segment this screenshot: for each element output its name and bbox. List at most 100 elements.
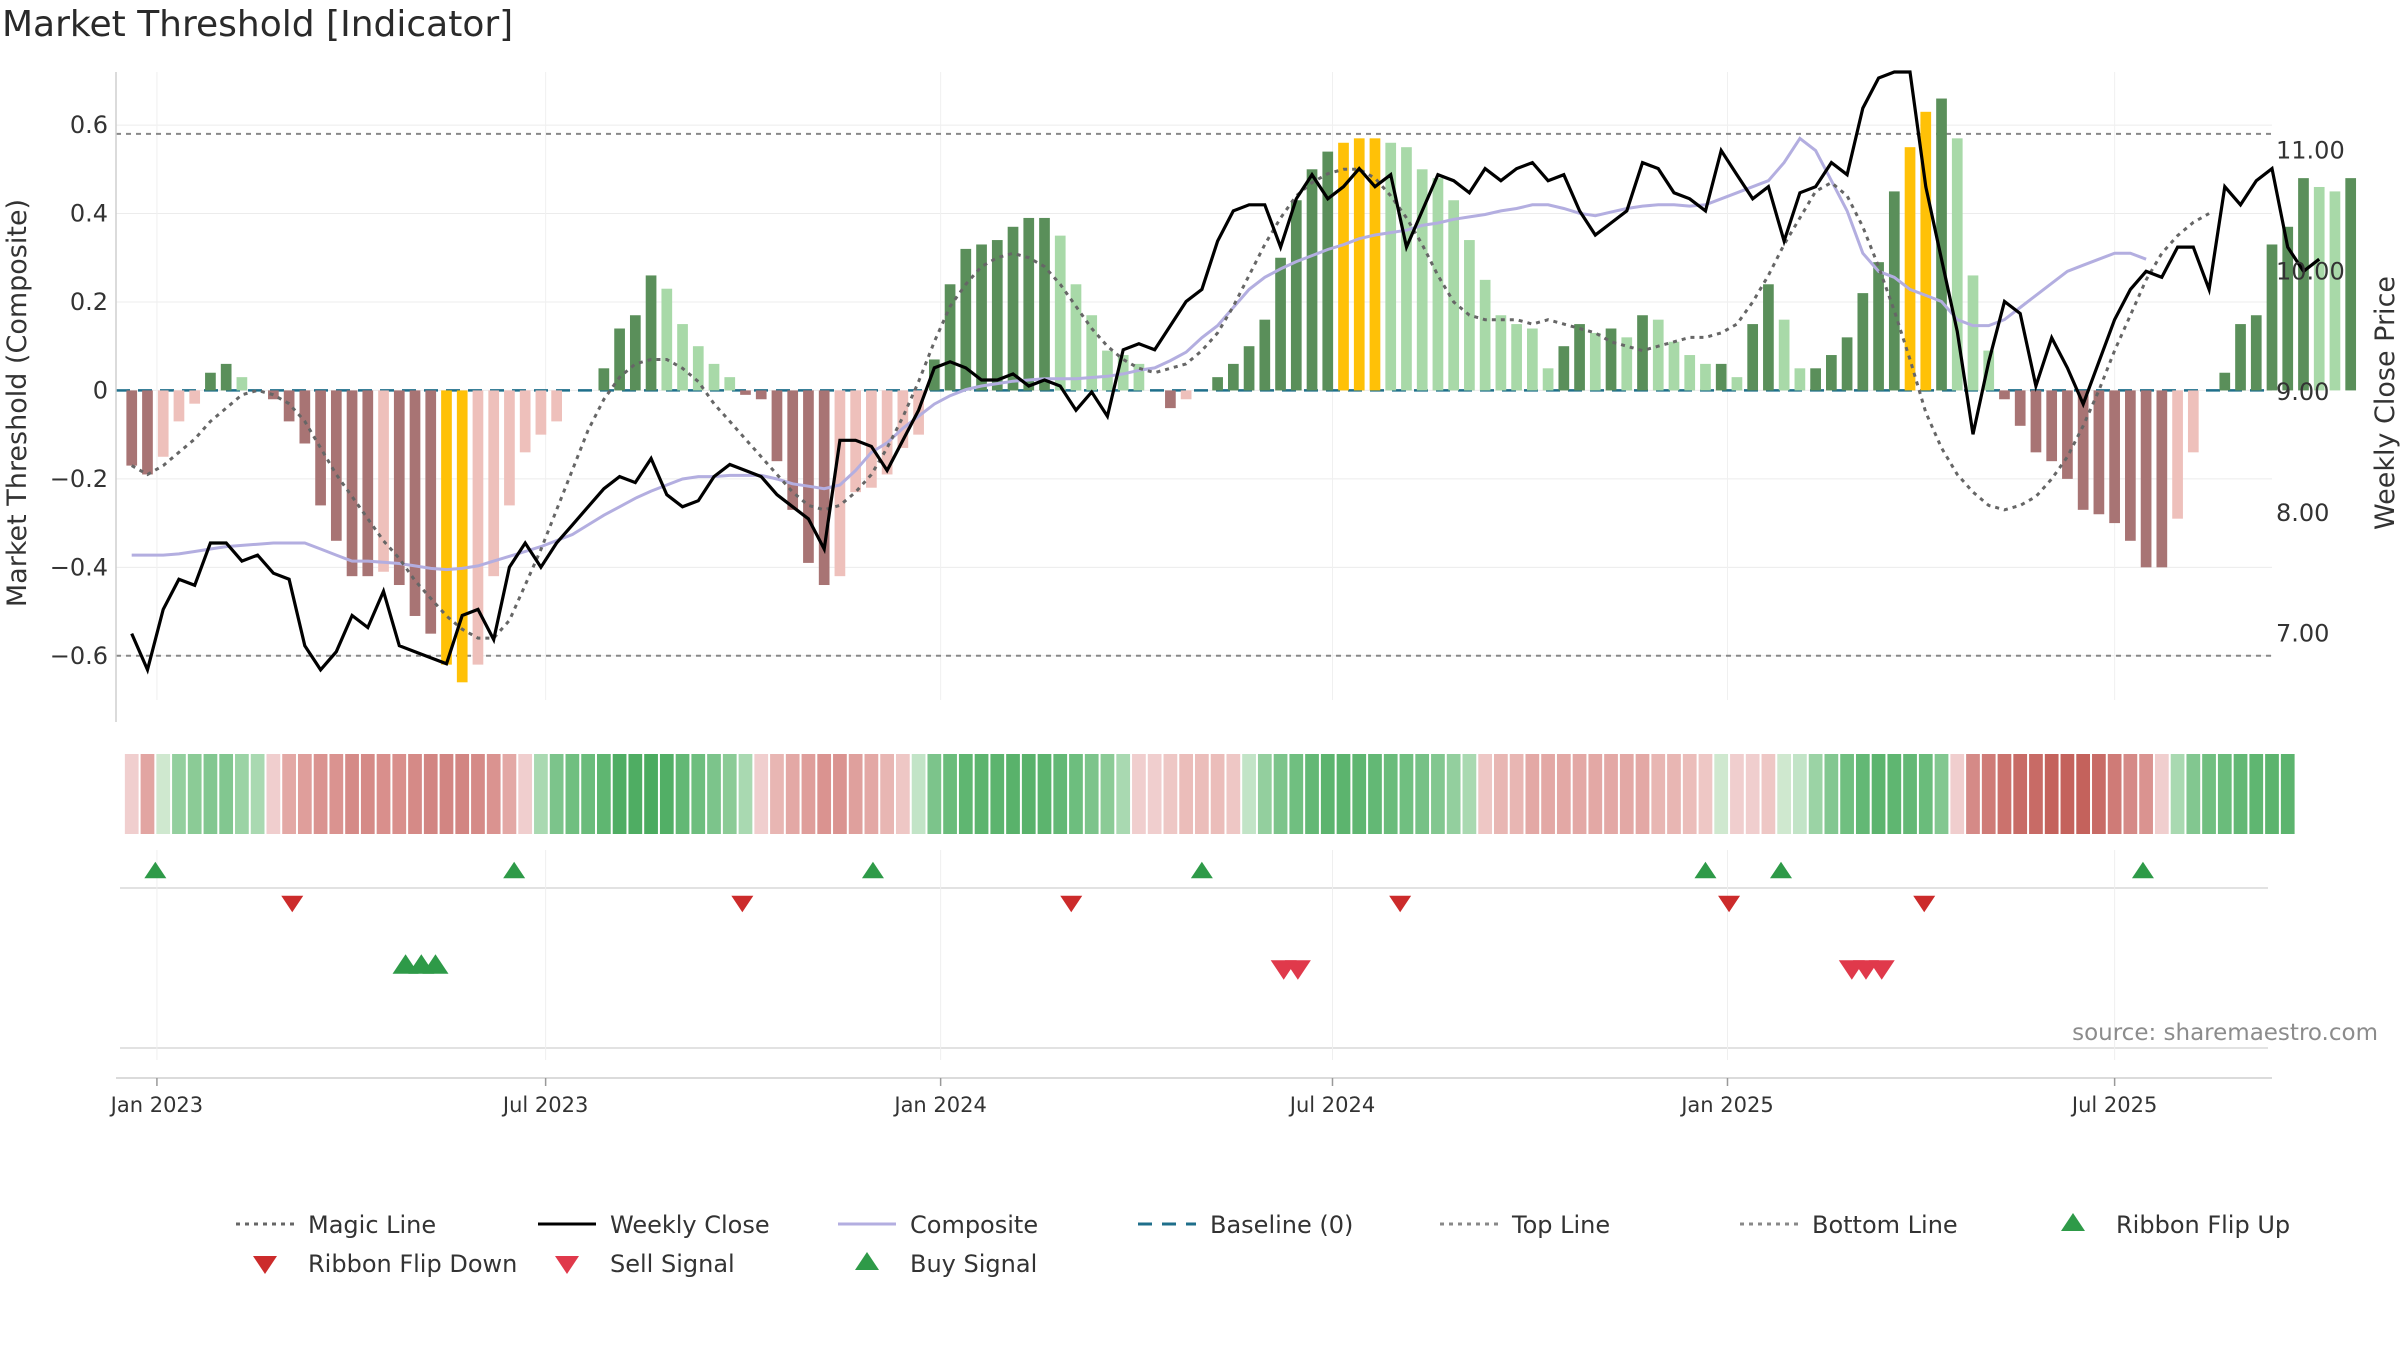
composite-bar	[1353, 138, 1365, 391]
ribbon-cell	[534, 754, 548, 834]
ribbon-flip-down-marker	[1389, 895, 1412, 913]
ribbon-cell	[927, 754, 942, 834]
x-tick-label: Jul 2023	[501, 1093, 588, 1117]
composite-bar	[1951, 138, 1963, 391]
ribbon-cell	[801, 754, 816, 834]
composite-bar	[1102, 350, 1113, 391]
composite-bar	[1401, 147, 1412, 391]
ribbon-cell	[817, 754, 832, 834]
composite-bar	[1243, 346, 1255, 391]
composite-bar	[960, 248, 972, 391]
composite-bar	[504, 390, 515, 506]
composite-bar	[708, 363, 720, 391]
ribbon-cell	[990, 754, 1005, 834]
composite-bar	[1495, 315, 1507, 391]
composite-bar	[2235, 324, 2246, 391]
ribbon-cell	[1730, 754, 1744, 834]
ribbon-cell	[502, 754, 517, 834]
composite-bar	[1275, 257, 1286, 391]
ribbon-cell	[1305, 754, 1319, 834]
composite-bar	[629, 315, 641, 391]
composite-bar	[1668, 341, 1680, 391]
ribbon-cell	[1619, 754, 1634, 834]
ribbon-cell	[266, 754, 281, 834]
ribbon-cell	[1934, 754, 1949, 834]
legend-label: Ribbon Flip Up	[2116, 1211, 2290, 1239]
ribbon-cell	[2249, 754, 2264, 834]
x-tick-label: Jul 2024	[1288, 1093, 1375, 1117]
composite-bar	[771, 390, 783, 462]
ribbon-cell	[1745, 754, 1760, 834]
composite-bar	[1605, 328, 1617, 391]
ribbon-flip-down-marker	[281, 895, 304, 913]
composite-bar	[1778, 319, 1790, 391]
composite-bar	[2077, 390, 2089, 510]
composite-bar	[488, 390, 500, 577]
ribbon-cell	[203, 754, 218, 834]
ribbon-flip-up-marker	[2131, 861, 2154, 879]
composite-bar	[2250, 315, 2262, 391]
ribbon-cell	[581, 754, 595, 834]
composite-bar	[1715, 363, 1727, 391]
y-tick-right: 10.00	[2276, 257, 2345, 285]
composite-bar	[1054, 235, 1066, 391]
ribbon-cell	[423, 754, 438, 834]
ribbon-cell	[1132, 754, 1146, 834]
legend-label: Top Line	[1511, 1211, 1610, 1239]
ribbon-cell	[1415, 754, 1430, 834]
ribbon-cell	[219, 754, 234, 834]
ribbon-cell	[1808, 754, 1823, 834]
legend-label: Magic Line	[308, 1211, 436, 1239]
y-tick-left: 0.2	[70, 288, 108, 316]
composite-bar	[1306, 169, 1318, 391]
ribbon-cell	[486, 754, 501, 834]
y-tick-left: −0.2	[50, 465, 108, 493]
weekly-close-line	[130, 70, 2321, 675]
legend-swatch	[2061, 1213, 2085, 1231]
ribbon-flip-up-marker	[503, 861, 526, 879]
composite-bar	[441, 390, 452, 665]
composite-bar	[897, 390, 909, 448]
composite-bar	[2156, 390, 2168, 568]
composite-bar	[425, 390, 437, 634]
composite-bar	[755, 390, 767, 400]
legend-label: Sell Signal	[610, 1250, 735, 1278]
composite-bar	[661, 288, 673, 391]
composite-bar	[1826, 355, 1837, 391]
ribbon-cell	[770, 754, 784, 834]
ribbon-cell	[833, 754, 847, 834]
composite-bar	[1023, 217, 1035, 391]
source-label: source: sharemaestro.com	[2072, 1020, 2378, 1046]
composite-bar	[1039, 217, 1050, 391]
legend-item: Bottom Line	[1740, 1211, 1958, 1239]
ribbon-cell	[1855, 754, 1870, 834]
composite-bar	[1936, 98, 1947, 391]
ribbon-cell	[707, 754, 721, 834]
legend-item: Weekly Close	[538, 1211, 770, 1239]
composite-bar	[1369, 138, 1381, 391]
legend-swatch	[253, 1256, 277, 1274]
ribbon-flip-up-marker	[1694, 861, 1717, 879]
legend-item: Ribbon Flip Down	[253, 1250, 517, 1278]
composite-bar	[1070, 284, 1082, 391]
ribbon-flip-up-marker	[144, 861, 167, 879]
y-tick-left: −0.4	[50, 553, 108, 581]
composite-bar	[2282, 226, 2294, 391]
ribbon-cell	[1399, 754, 1414, 834]
composite-bar	[991, 240, 1003, 391]
ribbon-cell	[1163, 754, 1178, 834]
composite-bar	[1731, 377, 1743, 391]
composite-bar	[1448, 200, 1460, 391]
ribbon-cell	[738, 754, 753, 834]
legend-label: Baseline (0)	[1210, 1211, 1353, 1239]
composite-bar	[1227, 363, 1239, 391]
ribbon-cell	[958, 754, 973, 834]
composite-bar	[1621, 337, 1633, 391]
composite-bar	[1133, 363, 1145, 391]
sell-signal-marker	[1284, 960, 1311, 980]
composite-bar	[803, 390, 814, 563]
composite-bar	[1700, 363, 1711, 391]
ribbon-flip-down-marker	[731, 895, 754, 913]
ribbon-cell	[1273, 754, 1288, 834]
composite-bar	[236, 377, 248, 391]
